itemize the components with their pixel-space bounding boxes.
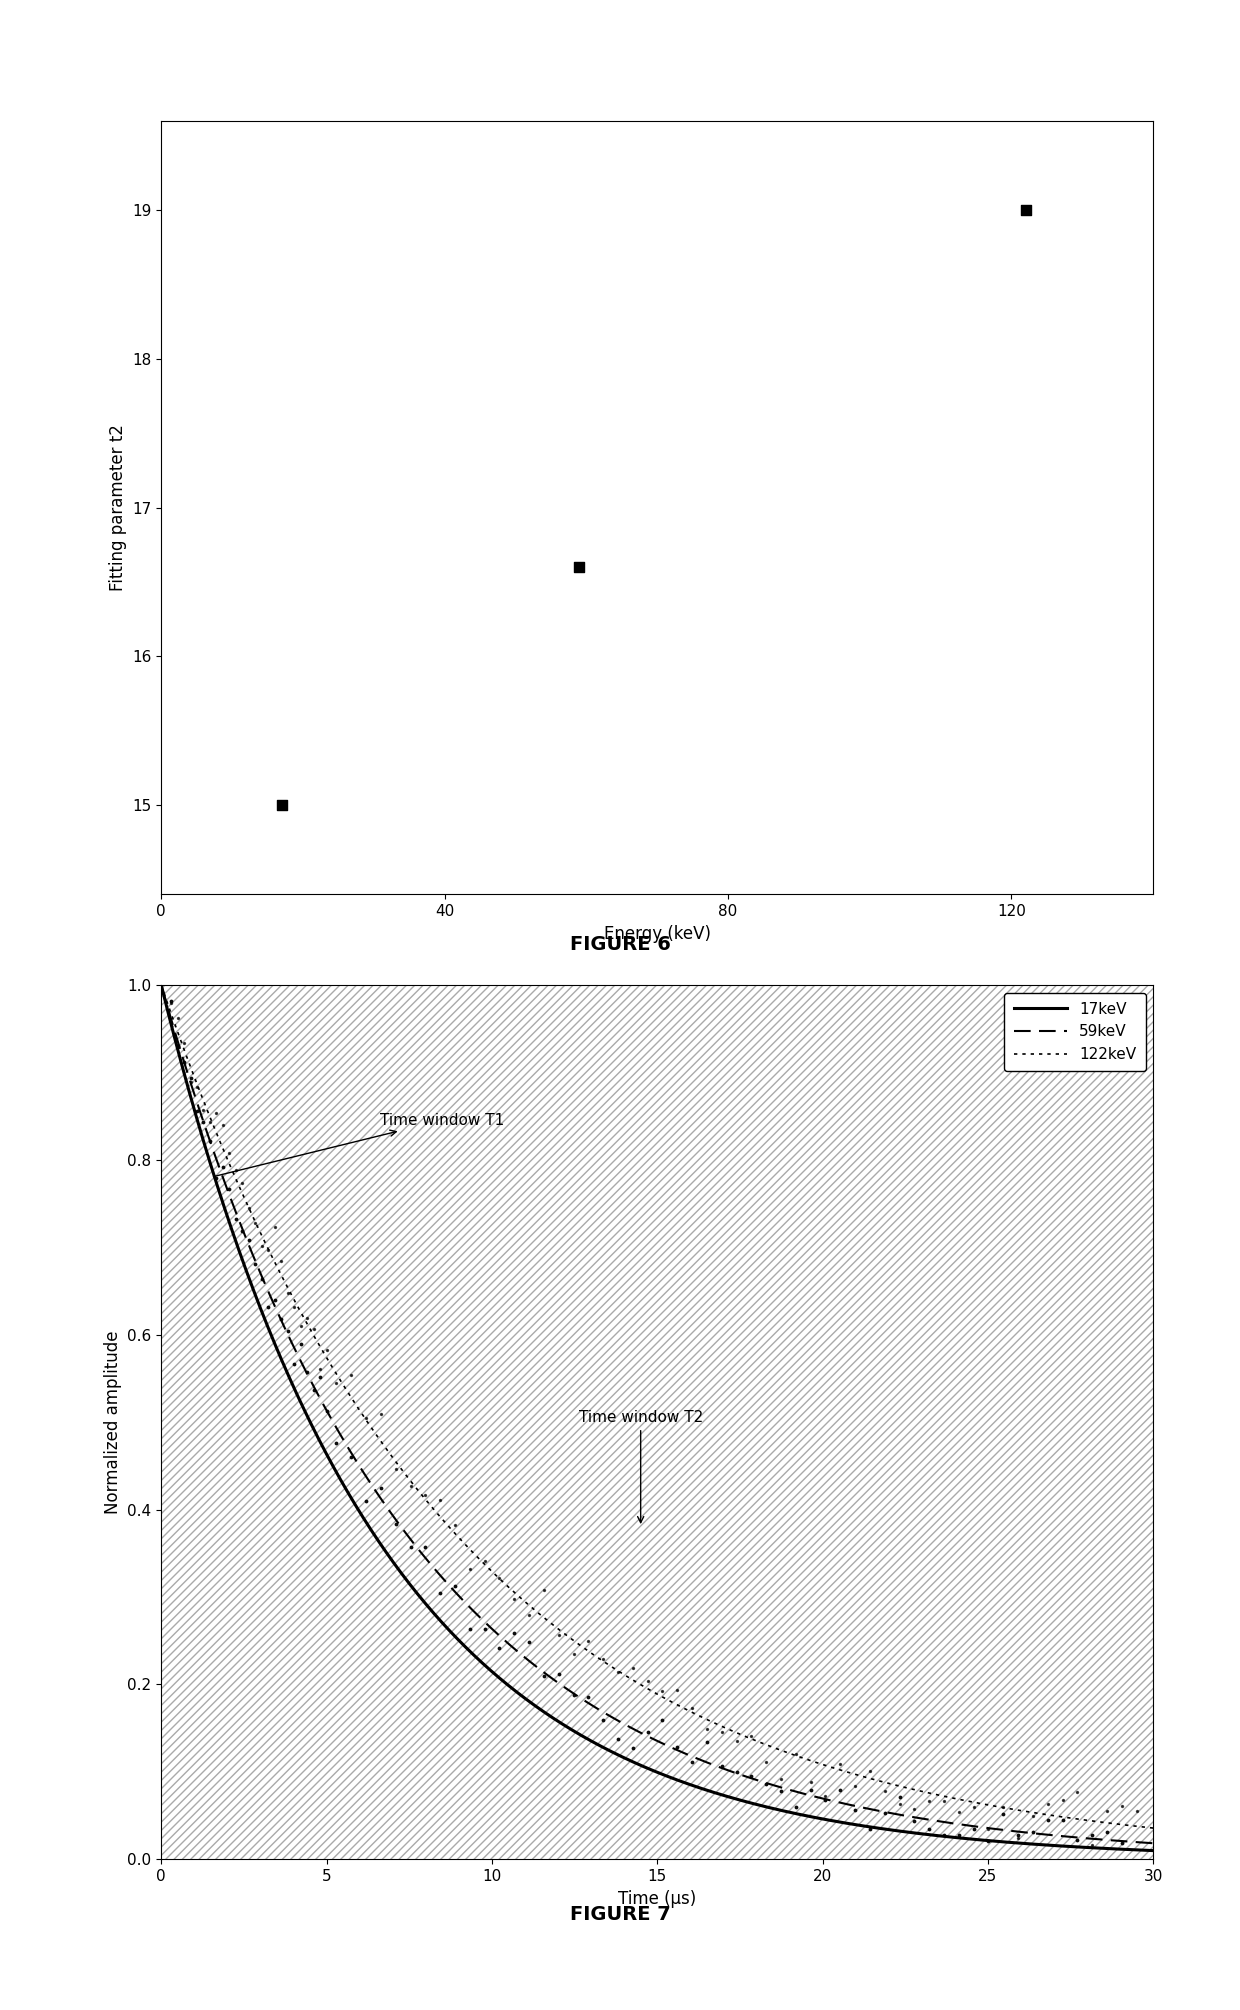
Text: FIGURE 6: FIGURE 6 xyxy=(569,935,671,953)
Point xyxy=(272,790,291,822)
Y-axis label: Normalized amplitude: Normalized amplitude xyxy=(104,1331,122,1514)
X-axis label: Time (μs): Time (μs) xyxy=(618,1889,697,1907)
Legend: 17keV, 59keV, 122keV: 17keV, 59keV, 122keV xyxy=(1004,993,1146,1071)
Point xyxy=(1016,193,1035,225)
Text: Time window T1: Time window T1 xyxy=(213,1114,505,1176)
X-axis label: Energy (keV): Energy (keV) xyxy=(604,925,711,943)
Text: Time window T2: Time window T2 xyxy=(579,1411,703,1524)
Text: FIGURE 7: FIGURE 7 xyxy=(569,1905,671,1924)
Point xyxy=(569,551,589,583)
Y-axis label: Fitting parameter t2: Fitting parameter t2 xyxy=(109,424,126,591)
